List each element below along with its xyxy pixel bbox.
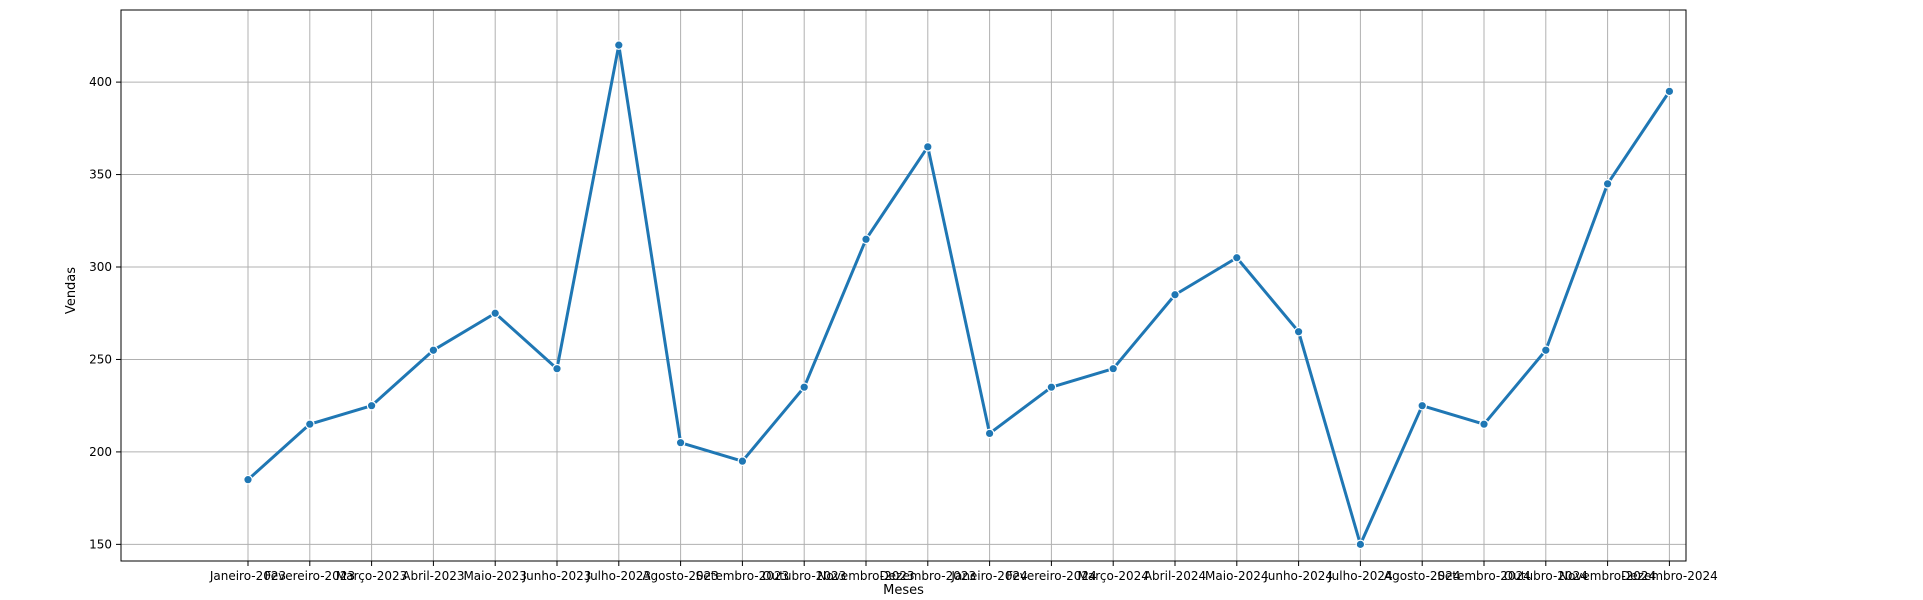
grid-lines — [121, 10, 1686, 561]
x-tick-label: Março-2024 — [1077, 569, 1148, 583]
data-point — [428, 345, 439, 356]
data-point — [1293, 326, 1304, 337]
x-tick-label: Janeiro-2024 — [950, 569, 1027, 583]
data-point — [1541, 345, 1551, 356]
data-point — [304, 419, 315, 429]
y-tick-label: 200 — [89, 445, 112, 459]
x-tick-label: Maio-2023 — [463, 569, 526, 583]
x-axis: Janeiro-2023Fevereiro-2023Março-2023Abri… — [209, 561, 1718, 583]
x-axis-title: Meses — [883, 583, 924, 598]
y-tick-label: 150 — [89, 537, 112, 551]
data-point — [1602, 179, 1613, 189]
data-point — [243, 474, 253, 485]
x-tick-label: Março-2023 — [336, 569, 407, 583]
x-tick-label: Setembro-2024 — [1437, 569, 1531, 583]
data-point — [922, 142, 933, 152]
x-tick-label: Julho-2024 — [1327, 569, 1393, 583]
x-tick-label: Junho-2023 — [522, 569, 592, 583]
x-tick-label: Agosto-2024 — [1384, 569, 1461, 583]
data-point — [552, 363, 562, 374]
series-layer — [243, 40, 1675, 550]
series-line — [246, 43, 1671, 546]
data-point — [737, 456, 748, 466]
x-tick-label: Agosto-2023 — [642, 569, 719, 583]
x-tick-label: Setembro-2023 — [696, 569, 790, 583]
y-axis: 150 200 250 300 350 400 — [89, 75, 121, 551]
x-tick-label: Novembro-2023 — [817, 569, 914, 583]
data-point — [1417, 400, 1427, 411]
x-tick-label: Dezembro-2024 — [1621, 569, 1718, 583]
y-tick-label: 400 — [89, 75, 112, 89]
x-tick-label: Abril-2023 — [402, 569, 464, 583]
x-tick-label: Abril-2024 — [1144, 569, 1206, 583]
y-tick-label: 300 — [89, 260, 112, 274]
y-tick-label: 350 — [89, 168, 112, 182]
x-tick-label: Dezembro-2023 — [879, 569, 976, 583]
data-point — [861, 234, 871, 245]
x-tick-label: Outubro-2024 — [1504, 569, 1588, 583]
x-tick-label: Junho-2024 — [1263, 569, 1333, 583]
x-tick-label: Julho-2023 — [586, 569, 652, 583]
y-tick-label: 250 — [89, 352, 112, 366]
data-point — [613, 40, 624, 50]
x-tick-label: Outubro-2023 — [762, 569, 846, 583]
data-point — [984, 428, 995, 439]
data-point — [1108, 363, 1118, 374]
x-tick-label: Janeiro-2023 — [209, 569, 286, 583]
data-point — [1479, 419, 1489, 429]
data-point — [1232, 252, 1242, 263]
data-point — [1664, 86, 1675, 97]
x-tick-label: Fevereiro-2023 — [264, 569, 355, 583]
data-point — [366, 400, 377, 411]
x-tick-label: Maio-2024 — [1205, 569, 1268, 583]
data-point — [1355, 539, 1366, 550]
data-point — [675, 437, 686, 448]
plot-frame — [120, 9, 1687, 562]
data-point — [1170, 289, 1180, 300]
data-point — [799, 382, 809, 392]
data-point — [490, 308, 500, 319]
data-point — [1046, 382, 1057, 392]
y-axis-title: Vendas — [64, 267, 79, 314]
x-tick-label: Novembro-2024 — [1559, 569, 1656, 583]
x-tick-label: Fevereiro-2024 — [1006, 569, 1097, 583]
